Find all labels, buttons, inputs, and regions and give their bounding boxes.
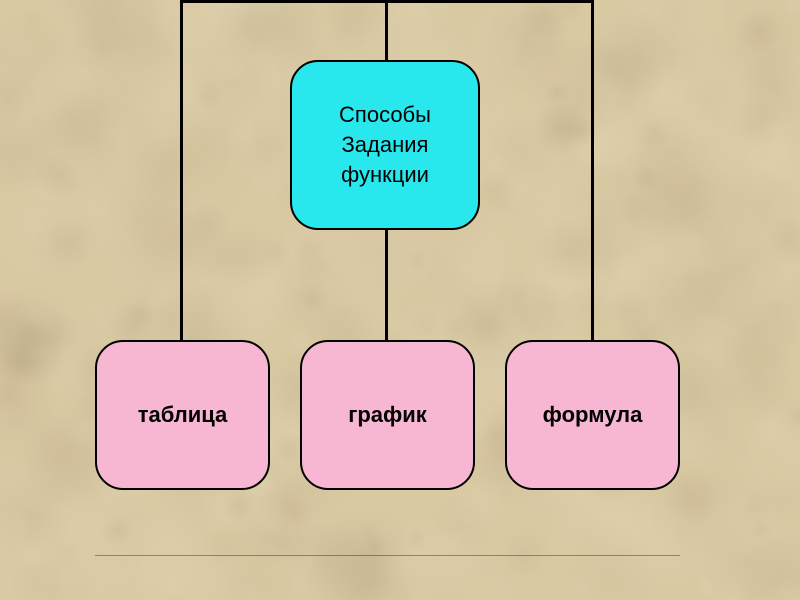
footer-rule xyxy=(95,555,680,556)
root-node-label-line: Способы xyxy=(339,100,431,130)
connector xyxy=(180,0,183,340)
child-node-label: формула xyxy=(543,400,643,430)
connector xyxy=(591,0,594,340)
connector xyxy=(180,0,594,3)
root-node-label-line: функции xyxy=(339,160,431,190)
child-node: формула xyxy=(505,340,680,490)
child-node: таблица xyxy=(95,340,270,490)
root-node: СпособыЗаданияфункции xyxy=(290,60,480,230)
connector xyxy=(385,0,388,60)
root-node-label: СпособыЗаданияфункции xyxy=(339,100,431,189)
child-node-label: таблица xyxy=(138,400,228,430)
diagram-canvas: СпособыЗаданияфункции таблица график формул… xyxy=(0,0,800,600)
child-node: график xyxy=(300,340,475,490)
child-node-label: график xyxy=(348,400,427,430)
root-node-label-line: Задания xyxy=(339,130,431,160)
connector xyxy=(385,230,388,340)
